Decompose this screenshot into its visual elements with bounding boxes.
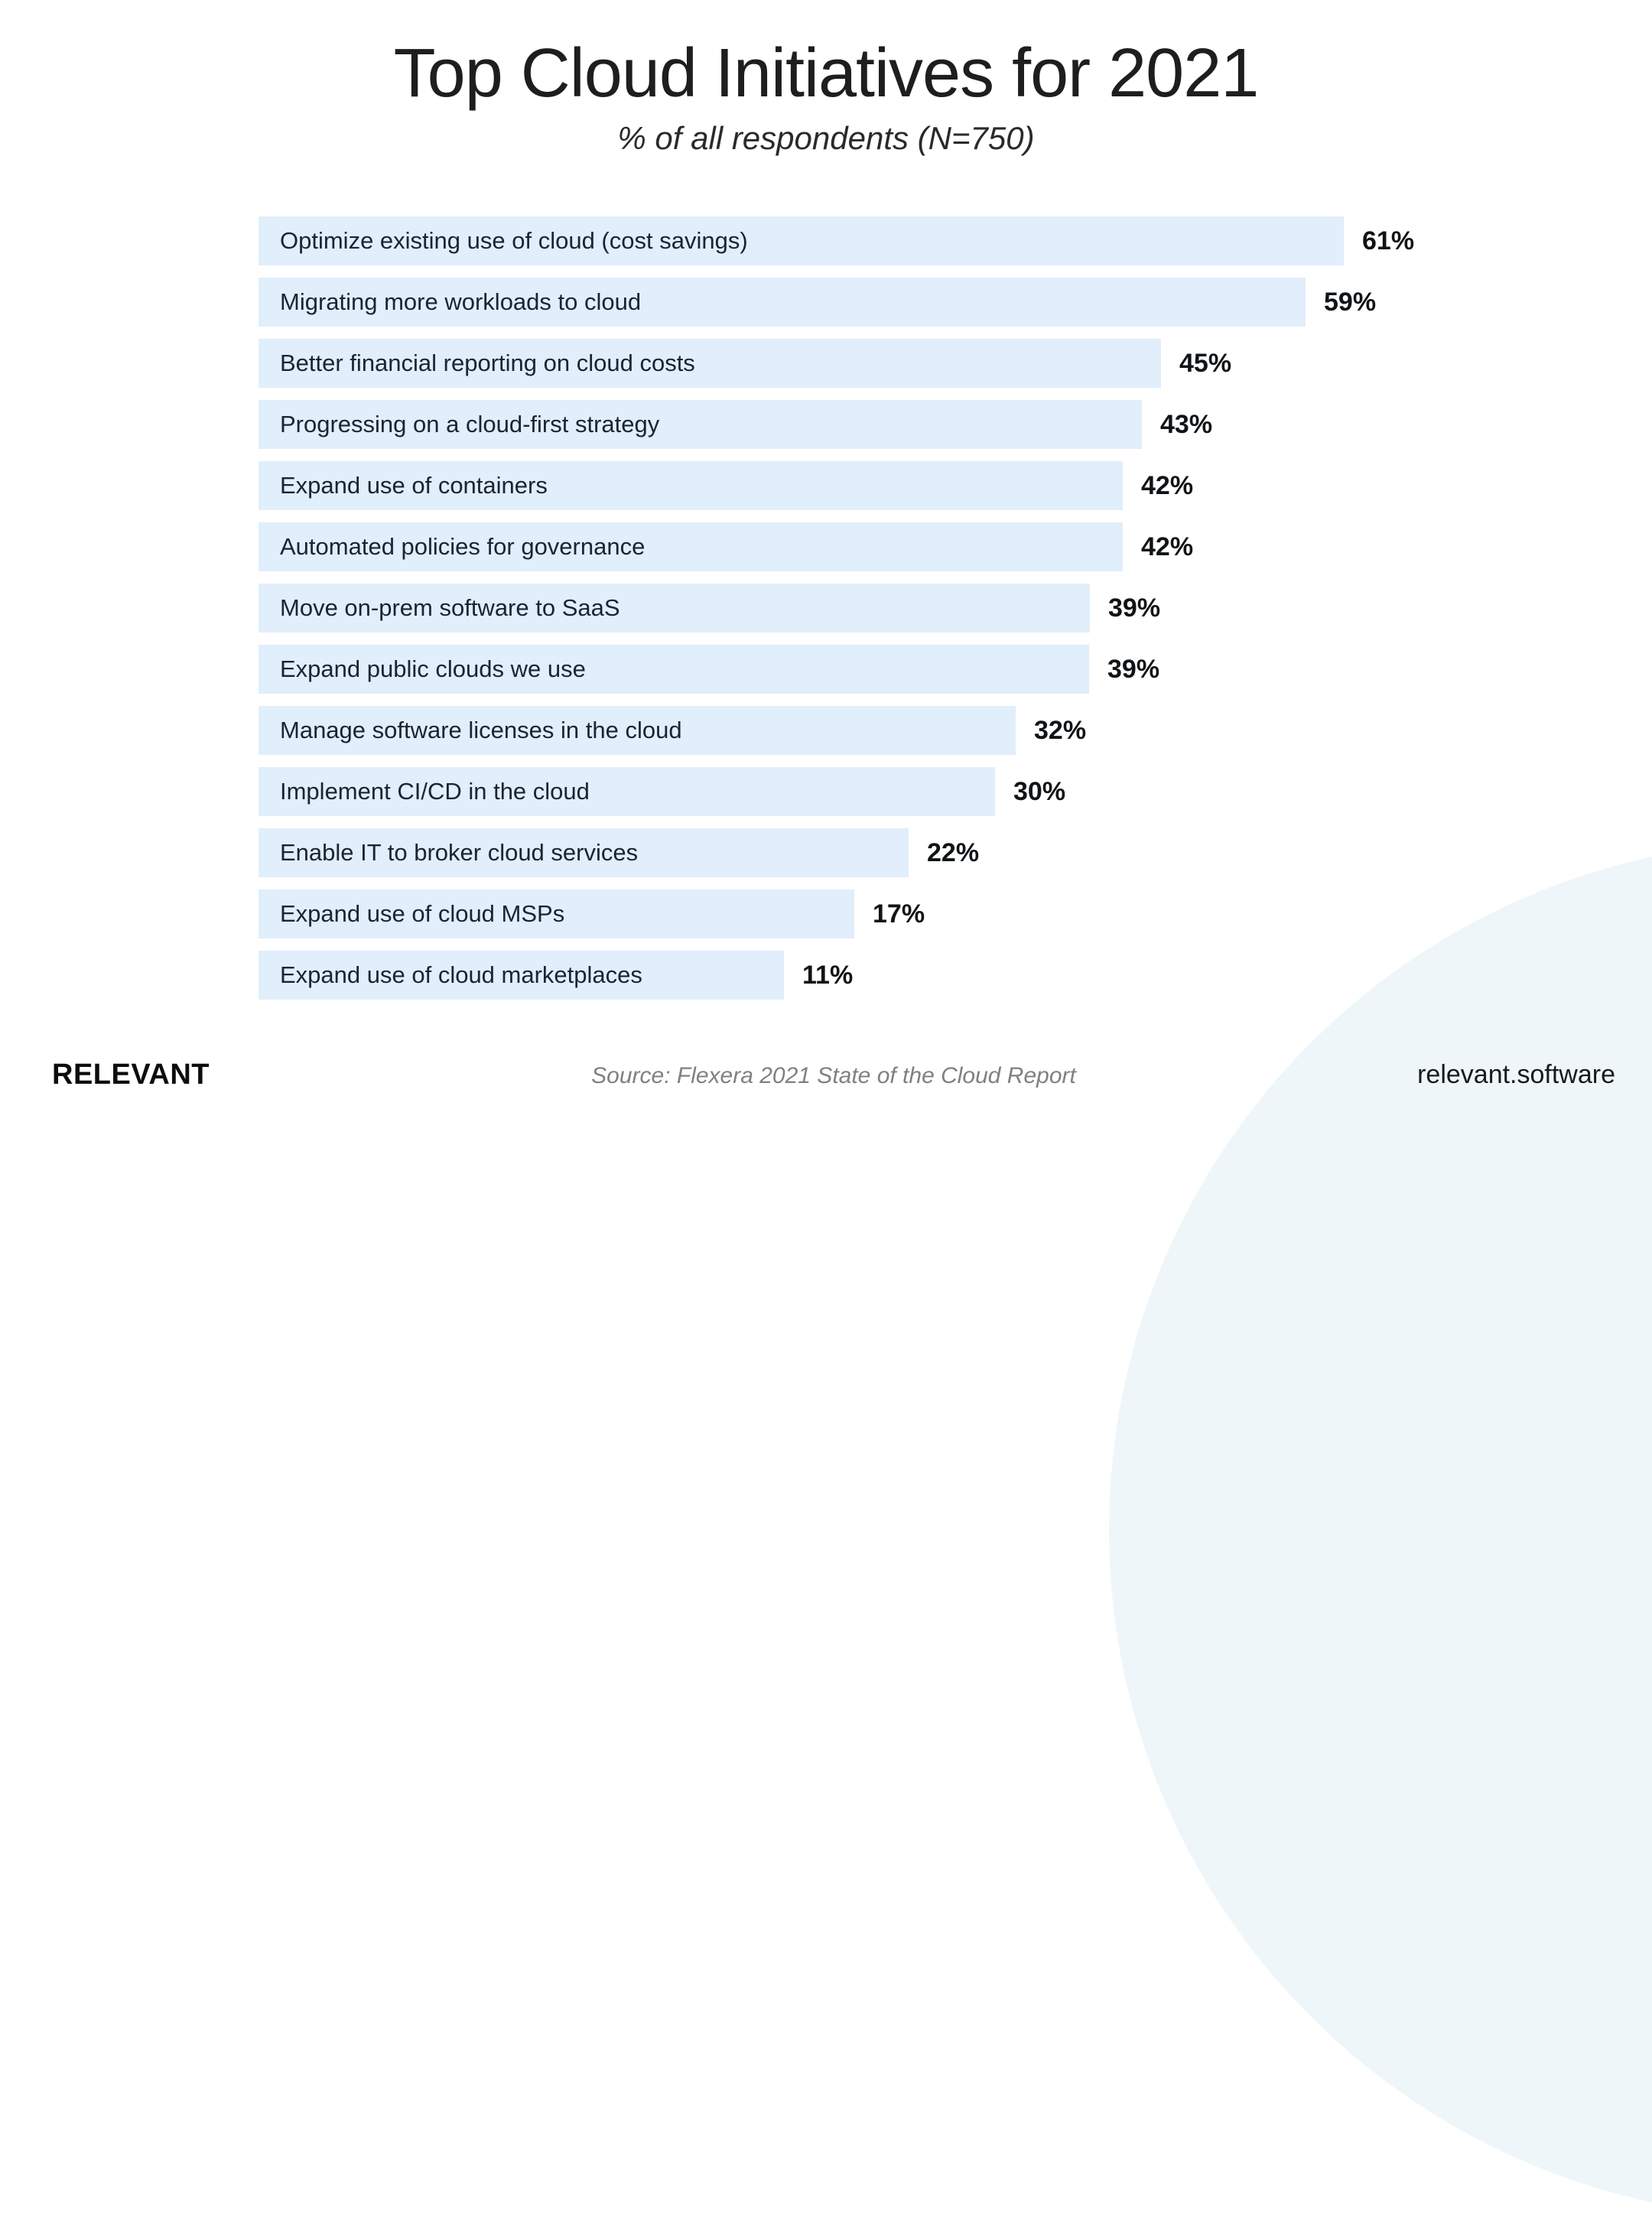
bar-value-label: 30%: [1013, 776, 1066, 806]
bar-category-label: Expand use of cloud MSPs: [280, 900, 565, 927]
bar-category-label: Move on-prem software to SaaS: [280, 594, 620, 621]
bar: Optimize existing use of cloud (cost sav…: [259, 216, 1344, 265]
bar-category-label: Implement CI/CD in the cloud: [280, 778, 590, 805]
website-link[interactable]: relevant.software: [1417, 1060, 1615, 1089]
bar-row: Automated policies for governance 42%: [259, 522, 1414, 571]
bar-value-label: 42%: [1141, 532, 1194, 561]
bar-row: Move on-prem software to SaaS 39%: [259, 584, 1414, 633]
bar-category-label: Progressing on a cloud-first strategy: [280, 411, 660, 437]
bar-category-label: Better financial reporting on cloud cost…: [280, 350, 695, 376]
bar-category-label: Expand use of cloud marketplaces: [280, 961, 642, 988]
bar-value-label: 43%: [1160, 409, 1213, 439]
bar-value-label: 39%: [1107, 654, 1160, 684]
bar-chart: Optimize existing use of cloud (cost sav…: [259, 216, 1414, 1012]
background-circle-decoration: [1109, 841, 1652, 2218]
bar-value-label: 59%: [1324, 287, 1377, 317]
bar: Manage software licenses in the cloud: [259, 706, 1016, 755]
bar-category-label: Expand public clouds we use: [280, 655, 586, 682]
chart-header: Top Cloud Initiatives for 2021 % of all …: [0, 35, 1652, 157]
bar-row: Enable IT to broker cloud services 22%: [259, 828, 1414, 877]
bar: Enable IT to broker cloud services: [259, 828, 909, 877]
bar-row: Manage software licenses in the cloud 32…: [259, 706, 1414, 755]
bar: Expand use of containers: [259, 461, 1123, 510]
bar-value-label: 17%: [873, 899, 925, 929]
bar-value-label: 22%: [927, 837, 980, 867]
bar-category-label: Expand use of containers: [280, 472, 548, 499]
bar-row: Migrating more workloads to cloud 59%: [259, 278, 1414, 327]
bar-row: Optimize existing use of cloud (cost sav…: [259, 216, 1414, 265]
relevant-logo: RELEVANT: [52, 1059, 210, 1091]
bar-value-label: 61%: [1362, 226, 1415, 255]
bar: Better financial reporting on cloud cost…: [259, 339, 1161, 388]
bar: Expand use of cloud marketplaces: [259, 951, 784, 1000]
bar-value-label: 39%: [1108, 593, 1161, 623]
bar: Expand use of cloud MSPs: [259, 889, 854, 938]
bar-value-label: 11%: [802, 960, 854, 990]
bar-row: Expand use of cloud MSPs 17%: [259, 889, 1414, 938]
bar-row: Better financial reporting on cloud cost…: [259, 339, 1414, 388]
bar-category-label: Enable IT to broker cloud services: [280, 839, 639, 866]
bar-value-label: 32%: [1034, 715, 1087, 745]
bar-category-label: Optimize existing use of cloud (cost sav…: [280, 227, 748, 254]
bar: Implement CI/CD in the cloud: [259, 767, 995, 816]
bar-row: Expand use of containers 42%: [259, 461, 1414, 510]
bar: Progressing on a cloud-first strategy: [259, 400, 1142, 449]
bar: Expand public clouds we use: [259, 645, 1089, 694]
bar-value-label: 42%: [1141, 470, 1194, 500]
footer: RELEVANT Source: Flexera 2021 State of t…: [52, 1057, 1615, 1095]
source-attribution: Source: Flexera 2021 State of the Cloud …: [591, 1063, 1076, 1088]
bar-category-label: Automated policies for governance: [280, 533, 646, 560]
bar: Migrating more workloads to cloud: [259, 278, 1306, 327]
chart-subtitle: % of all respondents (N=750): [617, 119, 1035, 156]
bar: Automated policies for governance: [259, 522, 1123, 571]
bar: Move on-prem software to SaaS: [259, 584, 1090, 633]
bar-value-label: 45%: [1179, 348, 1232, 378]
bar-row: Expand public clouds we use 39%: [259, 645, 1414, 694]
bar-row: Expand use of cloud marketplaces 11%: [259, 951, 1414, 1000]
chart-title: Top Cloud Initiatives for 2021: [393, 35, 1260, 112]
bar-row: Progressing on a cloud-first strategy 43…: [259, 400, 1414, 449]
bar-category-label: Manage software licenses in the cloud: [280, 717, 682, 743]
bar-category-label: Migrating more workloads to cloud: [280, 288, 642, 315]
bar-row: Implement CI/CD in the cloud 30%: [259, 767, 1414, 816]
